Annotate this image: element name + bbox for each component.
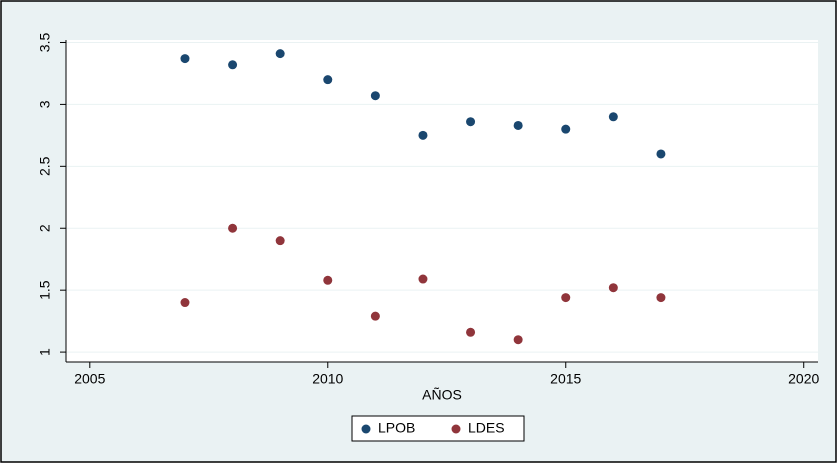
point: [656, 293, 666, 303]
x-tick-label: 2005: [74, 371, 105, 387]
point: [561, 124, 571, 134]
point: [466, 117, 476, 127]
y-tick-label: 2: [37, 224, 53, 232]
point: [228, 60, 238, 70]
plot-area: [66, 40, 818, 362]
point: [275, 49, 285, 59]
point: [513, 120, 523, 130]
point: [323, 275, 333, 285]
legend-label: LDES: [468, 420, 505, 436]
point: [513, 335, 523, 345]
legend-marker: [361, 424, 371, 434]
x-axis-label: AÑOS: [422, 387, 462, 403]
point: [608, 112, 618, 122]
point: [466, 327, 476, 337]
legend-marker: [451, 424, 461, 434]
point: [418, 130, 428, 140]
point: [228, 223, 238, 233]
y-tick-label: 2.5: [37, 156, 53, 176]
point: [323, 75, 333, 85]
point: [608, 283, 618, 293]
legend: [351, 415, 525, 442]
point: [370, 311, 380, 321]
y-tick-label: 3: [37, 100, 53, 108]
y-tick-label: 3.5: [37, 33, 53, 53]
y-tick-label: 1.5: [37, 280, 53, 300]
point: [180, 54, 190, 64]
x-tick-label: 2015: [550, 371, 581, 387]
point: [418, 274, 428, 284]
x-tick-label: 2020: [788, 371, 819, 387]
y-tick-label: 1: [37, 348, 53, 356]
point: [275, 236, 285, 246]
point: [656, 149, 666, 159]
point: [180, 298, 190, 308]
legend-label: LPOB: [378, 420, 415, 436]
point: [370, 91, 380, 101]
point: [561, 293, 571, 303]
x-tick-label: 2010: [312, 371, 343, 387]
